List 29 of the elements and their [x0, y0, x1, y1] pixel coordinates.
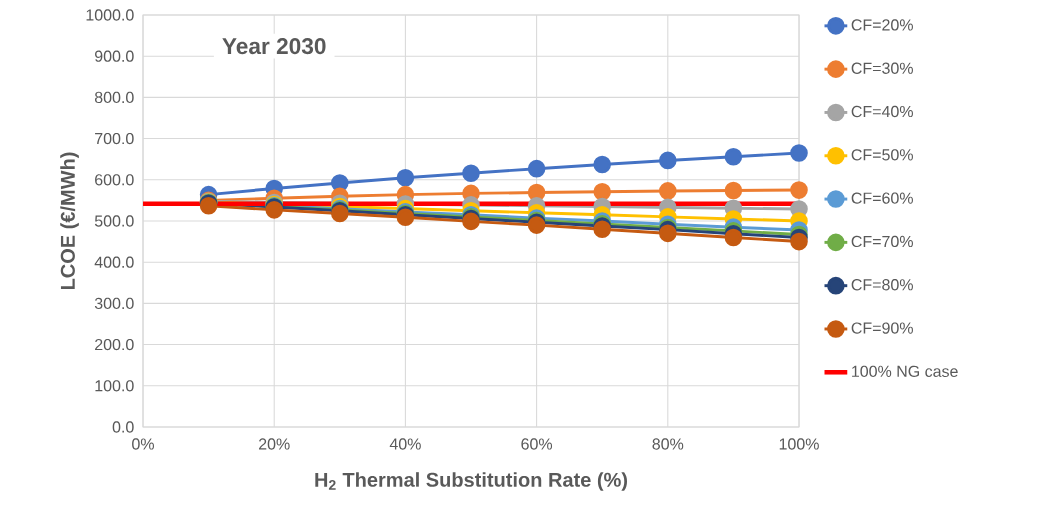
- y-tick-label: 500.0: [94, 215, 134, 227]
- x-axis-title: H$_{2}$ Thermal Substitution Rate (%): [315, 472, 628, 491]
- x-tick-label: 100%: [779, 438, 819, 450]
- legend-label: CF=60%: [851, 192, 913, 204]
- text: Year 2030: [222, 38, 326, 55]
- y-tick-label: 700.0: [95, 132, 134, 145]
- y-tick-label: 300.0: [94, 297, 134, 310]
- x-tick-label: 20%: [258, 438, 290, 450]
- legend-label: CF=40%: [851, 105, 913, 118]
- y-tick-label: 900.0: [95, 50, 134, 62]
- y-axis-title: LCOE (€/MWh): [60, 152, 79, 290]
- legend-label: CF=80%: [851, 279, 913, 291]
- y-tick-label: 100.0: [95, 380, 134, 392]
- y-tick-label: 400.0: [94, 256, 134, 268]
- legend-label: CF=90%: [851, 322, 913, 334]
- x-tick-label: 80%: [652, 438, 684, 450]
- y-tick-label: 200.0: [95, 338, 134, 351]
- legend-label: CF=30%: [851, 62, 913, 74]
- legend-label: CF=50%: [851, 149, 913, 161]
- legend-label: 100% NG case: [852, 365, 958, 378]
- y-tick-label: 800.0: [94, 91, 134, 104]
- x-tick-label: 0%: [132, 438, 154, 450]
- y-tick-label: 0.0: [112, 421, 134, 433]
- legend-label: CF=70%: [851, 235, 913, 248]
- legend-label: CF=20%: [851, 19, 913, 31]
- x-tick-label: 40%: [389, 438, 421, 450]
- x-tick-label: 60%: [521, 438, 553, 450]
- y-tick-label: 1000.0: [86, 9, 134, 21]
- y-tick-label: 600.0: [95, 174, 134, 186]
